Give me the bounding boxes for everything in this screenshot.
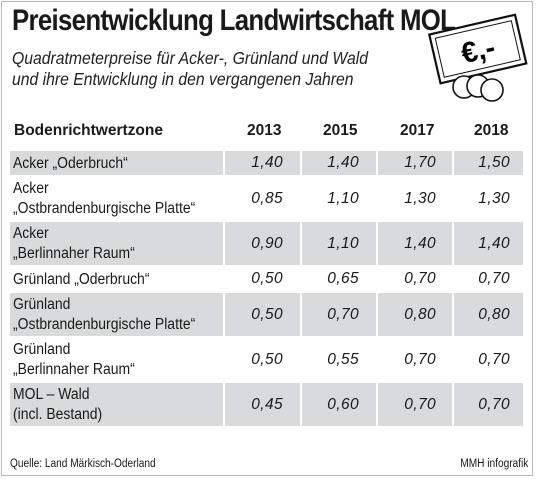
- row-label-line: Grünland: [13, 296, 71, 313]
- value-cell-2018: 1,50: [478, 154, 510, 171]
- column-separator: [223, 177, 225, 220]
- column-separator: [376, 267, 378, 291]
- column-separator: [300, 267, 302, 291]
- subtitle: Quadratmeterpreise für Acker-, Grünland …: [12, 48, 368, 90]
- row-label-line: „Ostbrandenburgische Platte“: [13, 200, 196, 217]
- value-cell-2015: 0,70: [327, 306, 359, 323]
- column-separator: [452, 383, 454, 426]
- value-cell-2017: 1,30: [404, 190, 436, 207]
- column-separator: [452, 338, 454, 381]
- column-separator: [452, 177, 454, 220]
- value-cell-2013: 0,50: [251, 306, 283, 323]
- column-header-2013: 2013: [247, 122, 282, 139]
- column-header-2015: 2015: [323, 122, 358, 139]
- column-separator: [376, 383, 378, 426]
- column-header-2017: 2017: [400, 122, 435, 139]
- column-separator: [223, 222, 225, 265]
- column-separator: [452, 222, 454, 265]
- subtitle-line-1: Quadratmeterpreise für Acker-, Grünland …: [12, 48, 369, 68]
- table-row: Acker „Berlinnaher Raum“ 0,90 1,10 1,40 1,40: [10, 222, 523, 267]
- subtitle-line-2: und ihre Entwicklung in den vergangenen …: [12, 69, 354, 89]
- row-label-line: (incl. Bestand): [13, 406, 103, 423]
- column-separator: [223, 338, 225, 381]
- column-separator: [300, 222, 302, 265]
- row-label: Grünland „Ostbrandenburgische Platte“: [13, 295, 195, 335]
- row-label: MOL – Wald (incl. Bestand): [13, 385, 102, 425]
- value-cell-2013: 0,85: [251, 190, 283, 207]
- table-header: Bodenrichtwertzone 2013 2015 2017 2018: [10, 120, 523, 144]
- column-separator: [223, 151, 225, 175]
- value-cell-2015: 1,10: [327, 235, 359, 252]
- column-separator: [452, 267, 454, 291]
- row-label-line: Grünland: [13, 341, 71, 358]
- column-separator: [223, 383, 225, 426]
- column-separator: [300, 383, 302, 426]
- column-separator: [300, 177, 302, 220]
- row-label-line: Grünland „Oderbruch“: [13, 271, 150, 288]
- page-title: Preisentwicklung Landwirtschaft MOL: [12, 4, 456, 37]
- column-separator: [300, 293, 302, 336]
- column-separator: [300, 151, 302, 175]
- row-label-line: Acker „Oderbruch“: [13, 155, 128, 172]
- table-row: MOL – Wald (incl. Bestand) 0,45 0,60 0,70 0,7…: [10, 383, 523, 428]
- column-separator: [452, 151, 454, 175]
- column-separator: [376, 222, 378, 265]
- value-cell-2015: 1,10: [327, 190, 359, 207]
- column-separator: [452, 293, 454, 336]
- money-label: €,-: [458, 32, 498, 71]
- value-cell-2017: 1,70: [404, 154, 436, 171]
- row-label-line: Acker: [13, 225, 49, 242]
- value-cell-2015: 1,40: [327, 154, 359, 171]
- row-label: Acker „Oderbruch“: [13, 154, 128, 174]
- table-row: Grünland „Oderbruch“ 0,50 0,65 0,70 0,70: [10, 267, 523, 293]
- value-cell-2017: 0,70: [404, 270, 436, 287]
- value-cell-2013: 0,45: [251, 396, 283, 413]
- row-label: Acker „Berlinnaher Raum“: [13, 224, 135, 264]
- value-cell-2018: 1,40: [478, 235, 510, 252]
- column-separator: [300, 338, 302, 381]
- value-cell-2013: 0,90: [251, 235, 283, 252]
- table-row: Grünland „Ostbrandenburgische Platte“ 0,50…: [10, 293, 523, 338]
- column-separator: [223, 267, 225, 291]
- data-table: Acker „Oderbruch“ 1,40 1,40 1,70 1,50 Acker „O…: [10, 151, 523, 428]
- row-label-line: MOL – Wald: [13, 386, 90, 403]
- table-row: Acker „Oderbruch“ 1,40 1,40 1,70 1,50: [10, 151, 523, 177]
- table-row: Grünland „Berlinnaher Raum“ 0,50 0,55 0,70 0,…: [10, 338, 523, 383]
- value-cell-2018: 0,70: [478, 270, 510, 287]
- row-label-line: „Ostbrandenburgische Platte“: [13, 316, 196, 333]
- column-separator: [376, 293, 378, 336]
- value-cell-2018: 1,30: [478, 190, 510, 207]
- row-label-line: „Berlinnaher Raum“: [13, 245, 135, 262]
- column-separator: [376, 151, 378, 175]
- column-separator: [223, 293, 225, 336]
- value-cell-2018: 0,70: [478, 396, 510, 413]
- row-label: Acker „Ostbrandenburgische Platte“: [13, 179, 195, 219]
- column-header-2018: 2018: [474, 122, 509, 139]
- value-cell-2017: 0,80: [404, 306, 436, 323]
- column-separator: [376, 177, 378, 220]
- table-row: Acker „Ostbrandenburgische Platte“ 0,85 1,1…: [10, 177, 523, 222]
- row-label: Grünland „Berlinnaher Raum“: [13, 340, 135, 380]
- value-cell-2017: 1,40: [404, 235, 436, 252]
- row-label-line: Acker: [13, 180, 49, 197]
- column-separator: [376, 338, 378, 381]
- value-cell-2018: 0,80: [478, 306, 510, 323]
- value-cell-2015: 0,60: [327, 396, 359, 413]
- credit-note: MMH infografik: [459, 458, 528, 470]
- euro-banknote-coins-icon: €,-: [427, 13, 528, 102]
- column-header-zone: Bodenrichtwertzone: [14, 122, 163, 139]
- value-cell-2013: 1,40: [251, 154, 283, 171]
- row-label: Grünland „Oderbruch“: [13, 270, 149, 290]
- value-cell-2013: 0,50: [251, 351, 283, 368]
- value-cell-2013: 0,50: [251, 270, 283, 287]
- row-label-line: „Berlinnaher Raum“: [13, 361, 135, 378]
- value-cell-2015: 0,55: [327, 351, 359, 368]
- value-cell-2017: 0,70: [404, 351, 436, 368]
- value-cell-2018: 0,70: [478, 351, 510, 368]
- source-note: Quelle: Land Märkisch-Oderland: [10, 458, 156, 470]
- value-cell-2017: 0,70: [404, 396, 436, 413]
- value-cell-2015: 0,65: [327, 270, 359, 287]
